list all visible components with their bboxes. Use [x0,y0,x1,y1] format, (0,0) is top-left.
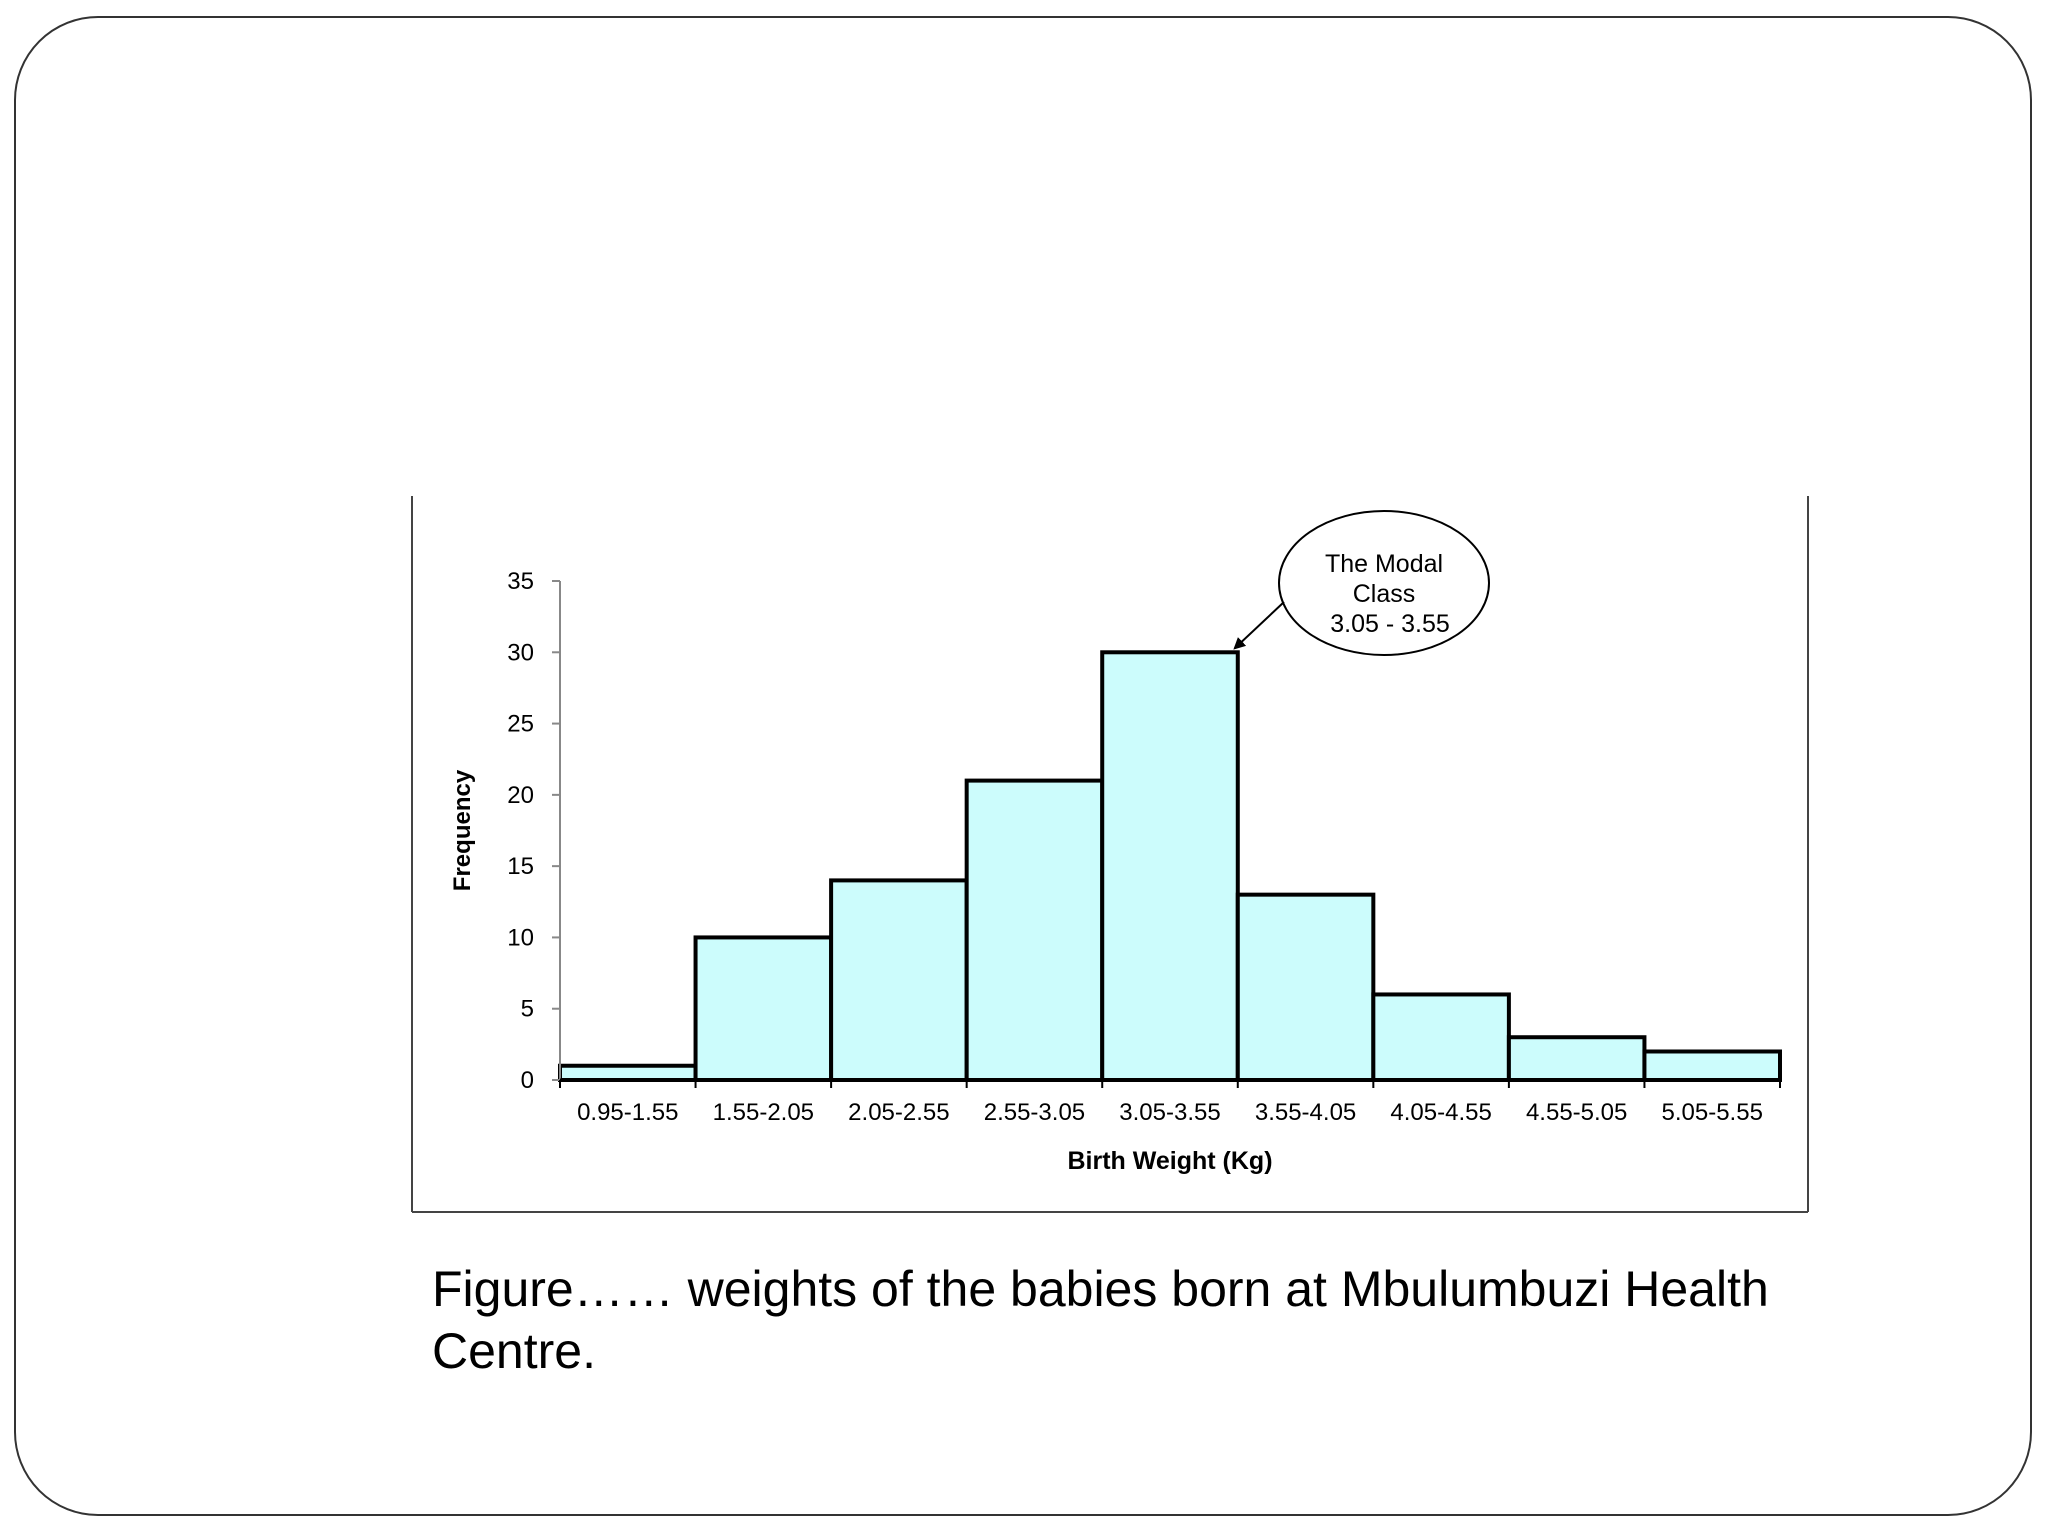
x-tick-label: 5.05-5.55 [1662,1099,1763,1126]
y-tick-label: 0 [521,1067,534,1094]
chart-panel-border [411,496,1809,1213]
x-tick-label: 0.95-1.55 [577,1099,678,1126]
slide-frame [14,16,2032,1516]
bar-3.05-3.55 [1100,650,1240,1082]
bar-0.95-1.55 [558,1063,698,1082]
callout-line-2: Class [1353,580,1416,608]
x-tick-label: 3.55-4.05 [1255,1099,1356,1126]
figure-caption: Figure…… weights of the babies born at M… [432,1261,1769,1379]
bar-4.05-4.55 [1371,992,1511,1083]
x-axis-title: Birth Weight (Kg) [1067,1147,1272,1175]
bar-2.55-3.05 [964,778,1105,1082]
bar-4.55-5.05 [1506,1035,1647,1082]
bar-1.55-2.05 [693,935,834,1083]
callout-line-3: 3.05 - 3.55 [1330,610,1450,638]
bars [558,650,1783,1083]
y-tick-label: 35 [507,568,534,595]
x-tick-label: 4.05-4.55 [1390,1099,1491,1126]
y-tick-label: 5 [521,996,534,1023]
callout-arrow [1233,601,1285,650]
x-tick-label: 4.55-5.05 [1526,1099,1627,1126]
y-tick-label: 25 [507,711,534,738]
y-axis-ticks: 0 5 10 15 20 25 30 35 [507,568,560,1094]
y-tick-label: 30 [507,639,534,666]
x-tick-label: 2.05-2.55 [848,1099,949,1126]
bar-3.55-4.05 [1235,892,1376,1083]
bar-2.05-2.55 [829,878,969,1083]
y-tick-label: 20 [507,782,534,809]
x-tick-label: 2.55-3.05 [984,1099,1085,1126]
x-axis-ticks: 0.95-1.55 1.55-2.05 2.05-2.55 2.55-3.05 3.05… [559,1080,1781,1126]
modal-class-callout: The Modal Class 3.05 - 3.55 [1233,510,1490,656]
x-tick-label: 3.05-3.55 [1119,1099,1220,1126]
y-tick-label: 10 [507,924,534,951]
y-axis-title: Frequency [449,769,476,891]
bar-5.05-5.55 [1642,1049,1783,1083]
x-tick-label: 1.55-2.05 [713,1099,814,1126]
callout-ellipse [1278,510,1490,656]
callout-line-1: The Modal [1325,550,1443,578]
y-tick-label: 15 [507,853,534,880]
